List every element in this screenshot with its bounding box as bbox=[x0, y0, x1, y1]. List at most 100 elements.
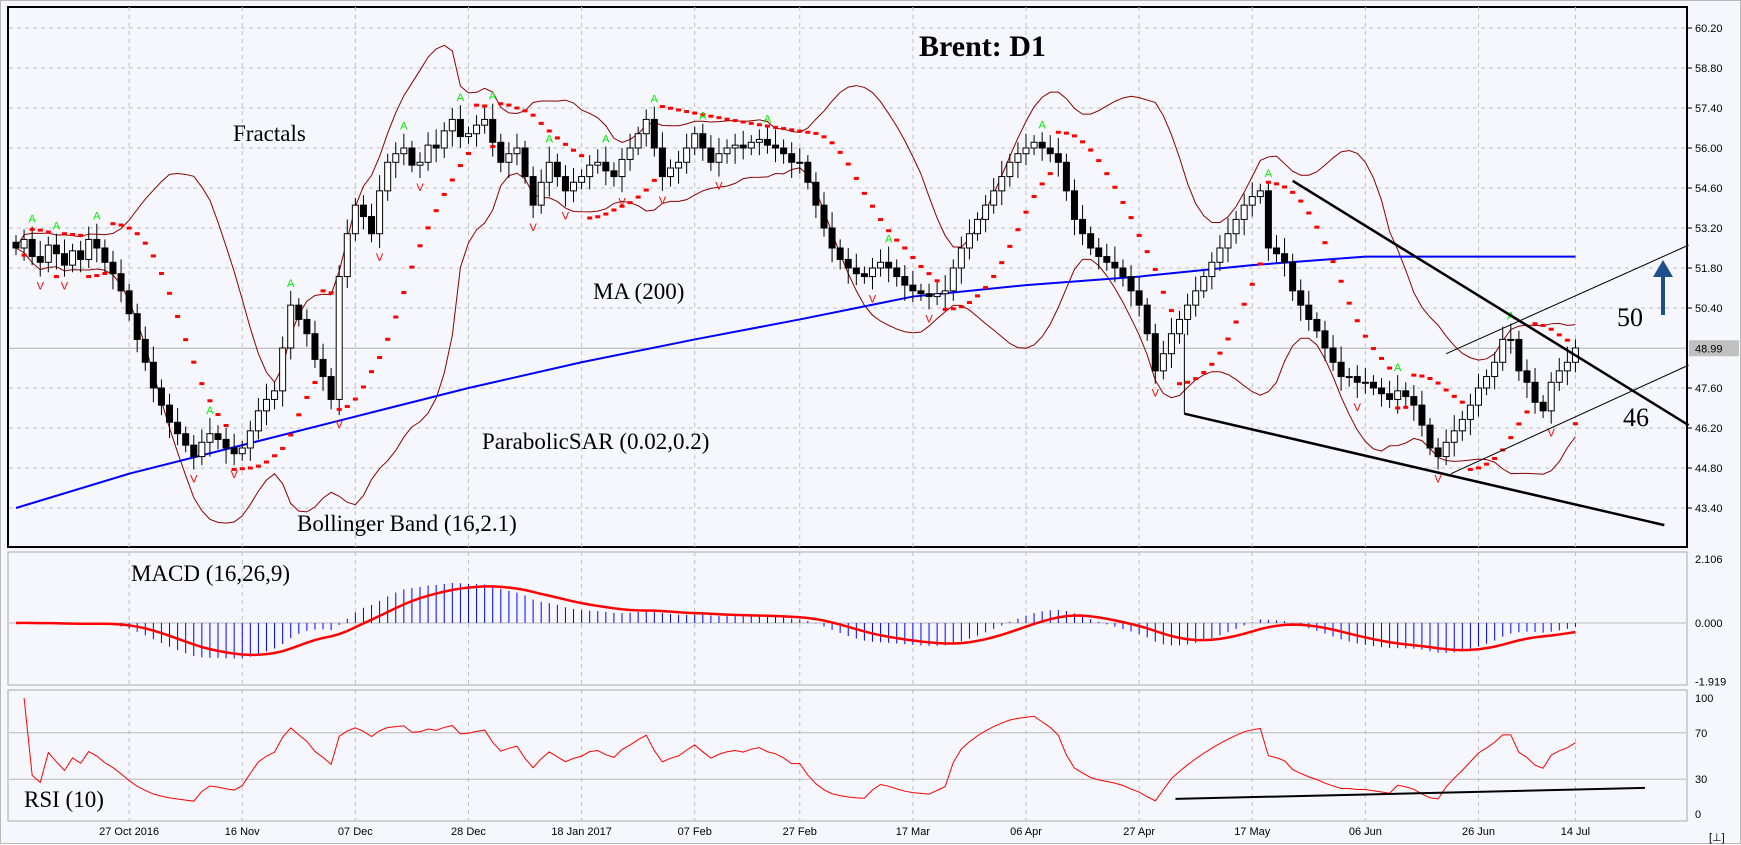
sar-dot bbox=[377, 356, 383, 360]
candle-body bbox=[982, 204, 990, 220]
candle bbox=[295, 297, 303, 327]
y-tick-label: 60.20 bbox=[1695, 23, 1723, 35]
candle-body bbox=[117, 273, 125, 292]
sar-dot bbox=[441, 192, 447, 196]
candle bbox=[416, 152, 424, 178]
sar-dot bbox=[465, 151, 471, 155]
candle-body bbox=[1515, 338, 1523, 372]
candle bbox=[521, 140, 529, 184]
sar-dot bbox=[1459, 400, 1465, 404]
macd-tick-label: 0.000 bbox=[1695, 618, 1723, 630]
sar-dot bbox=[983, 286, 989, 290]
candle-body bbox=[157, 387, 165, 406]
candle bbox=[319, 343, 327, 391]
sar-dot bbox=[813, 131, 819, 135]
candle-body bbox=[1103, 256, 1111, 263]
candle bbox=[52, 233, 60, 270]
x-tick-label: 26 Jun bbox=[1462, 826, 1495, 838]
sar-dot bbox=[926, 272, 932, 276]
bollinger-lower-band bbox=[15, 167, 1576, 524]
candle-body bbox=[125, 290, 133, 315]
candle bbox=[1410, 385, 1418, 421]
candle bbox=[1022, 133, 1030, 166]
sar-dot bbox=[231, 467, 237, 471]
sar-dot bbox=[942, 307, 948, 311]
sar-dot bbox=[1411, 373, 1417, 377]
sar-dot bbox=[797, 129, 803, 133]
candle bbox=[933, 280, 941, 306]
sar-dot bbox=[764, 124, 770, 128]
sar-dot bbox=[1395, 406, 1401, 410]
candle bbox=[1426, 417, 1434, 456]
sar-dot bbox=[1492, 456, 1498, 460]
candle-body bbox=[626, 147, 634, 160]
sar-dot bbox=[659, 105, 665, 109]
sar-dot bbox=[449, 178, 455, 182]
candle bbox=[149, 346, 157, 403]
candle-body bbox=[1200, 276, 1208, 292]
candle bbox=[400, 133, 408, 166]
sar-dot bbox=[635, 195, 641, 199]
candle-body bbox=[1264, 190, 1272, 249]
candle bbox=[1095, 237, 1103, 270]
candle-body bbox=[731, 144, 739, 149]
candle bbox=[392, 142, 400, 178]
candle-body bbox=[1070, 190, 1078, 220]
candle-body bbox=[1224, 233, 1232, 249]
candle-body bbox=[917, 290, 925, 295]
rsi-line bbox=[23, 697, 1576, 802]
candle-body bbox=[521, 147, 529, 178]
sar-dot bbox=[191, 360, 197, 364]
candle-body bbox=[327, 376, 335, 400]
candle bbox=[497, 133, 505, 173]
sar-dot bbox=[1354, 319, 1360, 323]
y-tick-label: 50.40 bbox=[1695, 303, 1723, 315]
x-tick-label: 27 Apr bbox=[1123, 826, 1155, 838]
candle-body bbox=[1240, 204, 1248, 220]
sar-dot bbox=[587, 216, 593, 220]
sar-dot bbox=[1475, 466, 1481, 470]
candle bbox=[1305, 290, 1313, 331]
candle bbox=[529, 166, 537, 218]
candle-body bbox=[222, 438, 230, 449]
fractals-label: Fractals bbox=[233, 121, 306, 146]
sar-dot bbox=[70, 233, 76, 237]
candle bbox=[820, 192, 828, 237]
candle-body bbox=[941, 290, 949, 295]
candle-body bbox=[287, 304, 295, 349]
sar-dot bbox=[1403, 405, 1409, 409]
sar-dot bbox=[344, 405, 350, 409]
candle bbox=[1450, 415, 1458, 457]
sar-label: ParabolicSAR (0.02,0.2) bbox=[482, 429, 709, 454]
candle-body bbox=[319, 358, 327, 378]
sar-dot bbox=[1128, 216, 1134, 220]
candle-body bbox=[666, 167, 674, 178]
candle-body bbox=[238, 447, 246, 455]
x-tick-label: 06 Jun bbox=[1349, 826, 1382, 838]
candle bbox=[1208, 252, 1216, 290]
sar-dot bbox=[336, 407, 342, 411]
candle-body bbox=[1563, 361, 1571, 372]
candle bbox=[141, 326, 149, 371]
candle-body bbox=[1345, 376, 1353, 379]
candle bbox=[230, 433, 238, 466]
candle-body bbox=[1143, 304, 1151, 335]
candle-body bbox=[513, 147, 521, 155]
macd-tick-label: 2.106 bbox=[1695, 554, 1723, 566]
candle bbox=[1038, 132, 1046, 161]
sar-dot bbox=[1209, 362, 1215, 366]
candle bbox=[610, 162, 618, 187]
candle-body bbox=[1507, 338, 1515, 341]
candle bbox=[1119, 259, 1127, 287]
fractal-up-icon: A bbox=[53, 221, 61, 233]
chart-corner-button[interactable]: [⊥] bbox=[1709, 832, 1725, 844]
sar-dot bbox=[1330, 260, 1336, 264]
candle-body bbox=[416, 161, 424, 166]
sar-dot bbox=[498, 102, 504, 106]
x-tick-label: 17 May bbox=[1234, 826, 1271, 838]
candle-body bbox=[885, 261, 893, 269]
sar-dot bbox=[474, 103, 480, 107]
candle bbox=[343, 219, 351, 288]
sar-dot bbox=[1508, 436, 1514, 440]
